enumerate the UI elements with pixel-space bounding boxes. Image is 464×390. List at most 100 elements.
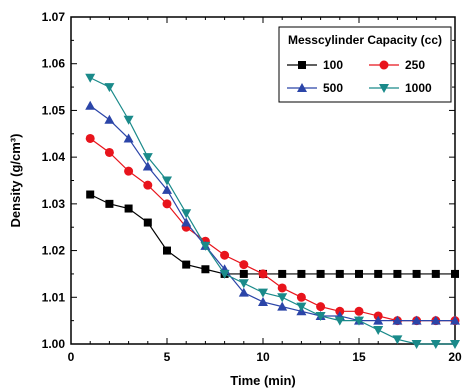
data-point <box>162 199 172 209</box>
data-point <box>412 269 421 278</box>
legend-marker <box>379 84 389 93</box>
data-point <box>238 279 249 289</box>
legend-title: Messcylinder Capacity (cc) <box>288 33 442 47</box>
data-point <box>354 306 364 316</box>
x-axis-title: Time (min) <box>230 373 296 388</box>
data-point <box>258 269 268 279</box>
legend: Messcylinder Capacity (cc) 100 250 500 1000 <box>278 26 452 103</box>
data-point <box>239 260 249 270</box>
y-tick-label: 1.05 <box>42 103 66 117</box>
y-tick-label: 1.02 <box>42 244 66 258</box>
series-line-500 <box>89 105 455 322</box>
data-point <box>123 133 134 143</box>
data-point <box>201 265 210 274</box>
data-point <box>411 340 422 349</box>
data-point <box>374 269 383 278</box>
data-point <box>85 100 96 110</box>
data-point <box>143 218 152 227</box>
y-tick-label: 1.00 <box>42 337 66 351</box>
series-100 <box>86 190 459 278</box>
legend-entry-500: 500 <box>287 81 343 95</box>
y-tick-label: 1.01 <box>42 290 66 304</box>
tick-labels: 0 5 10 15 20 1.00 1.01 1.02 1.03 1.04 1.05 1.06 1.07 <box>42 10 462 364</box>
data-point <box>162 176 172 186</box>
series-line-250 <box>89 137 455 322</box>
legend-entry-1000: 1000 <box>369 81 432 95</box>
data-point <box>123 115 134 125</box>
data-point <box>104 83 115 93</box>
data-point <box>86 190 95 199</box>
data-point <box>258 296 268 306</box>
data-point <box>181 217 192 227</box>
x-tick-label: 20 <box>448 350 462 364</box>
data-point <box>355 269 363 278</box>
legend-label: 1000 <box>405 81 432 95</box>
data-point <box>163 246 171 255</box>
data-point <box>239 269 248 278</box>
data-point <box>450 315 460 325</box>
data-point <box>316 269 325 278</box>
x-tick-label: 10 <box>256 350 270 364</box>
x-tick-label: 15 <box>352 350 366 364</box>
data-point <box>220 250 230 260</box>
data-point <box>392 315 403 325</box>
series-500 <box>85 100 460 325</box>
data-point <box>316 302 326 312</box>
data-point <box>430 340 441 349</box>
y-axis-title: Density (g/cm³) <box>8 134 23 228</box>
data-point <box>393 269 402 278</box>
data-point <box>411 315 422 325</box>
data-point <box>315 311 326 321</box>
data-point <box>296 292 306 302</box>
data-point <box>182 260 191 269</box>
data-point <box>258 288 268 298</box>
legend-entry-100: 100 <box>287 58 343 72</box>
x-tick-label: 5 <box>164 350 171 364</box>
data-point <box>143 180 153 190</box>
data-point <box>373 325 384 335</box>
data-point <box>181 209 192 219</box>
legend-label: 100 <box>323 58 343 72</box>
y-tick-label: 1.07 <box>42 10 66 24</box>
data-point <box>162 184 172 194</box>
y-tick-label: 1.06 <box>42 57 66 71</box>
data-point <box>104 114 115 124</box>
series-250 <box>85 133 460 326</box>
y-tick-label: 1.04 <box>42 150 66 164</box>
data-point <box>431 269 440 278</box>
data-point <box>451 269 459 278</box>
data-point <box>142 161 153 171</box>
data-point <box>124 204 133 213</box>
legend-marker <box>297 83 307 92</box>
legend-label: 500 <box>323 81 343 95</box>
data-point <box>296 302 307 312</box>
y-tick-label: 1.03 <box>42 197 66 211</box>
data-point <box>373 315 384 325</box>
data-point <box>392 335 403 345</box>
data-point <box>277 293 288 303</box>
data-point <box>124 166 134 176</box>
data-point <box>104 147 114 157</box>
data-point <box>297 269 306 278</box>
data-point <box>278 269 287 278</box>
data-point <box>335 269 344 278</box>
data-point <box>430 315 441 325</box>
x-tick-label: 0 <box>68 350 75 364</box>
legend-marker <box>298 61 306 69</box>
data-point <box>277 301 288 311</box>
data-point <box>354 316 364 326</box>
data-point <box>450 340 460 349</box>
series-line-100 <box>89 193 455 275</box>
data-series <box>85 73 460 349</box>
series-1000 <box>85 73 460 349</box>
legend-marker <box>379 60 389 70</box>
data-point <box>334 316 345 326</box>
data-point <box>219 269 230 279</box>
data-point <box>277 283 287 293</box>
legend-label: 250 <box>405 58 425 72</box>
data-point <box>85 73 96 83</box>
data-point <box>85 133 95 143</box>
data-point <box>142 153 153 163</box>
data-point <box>200 241 211 251</box>
